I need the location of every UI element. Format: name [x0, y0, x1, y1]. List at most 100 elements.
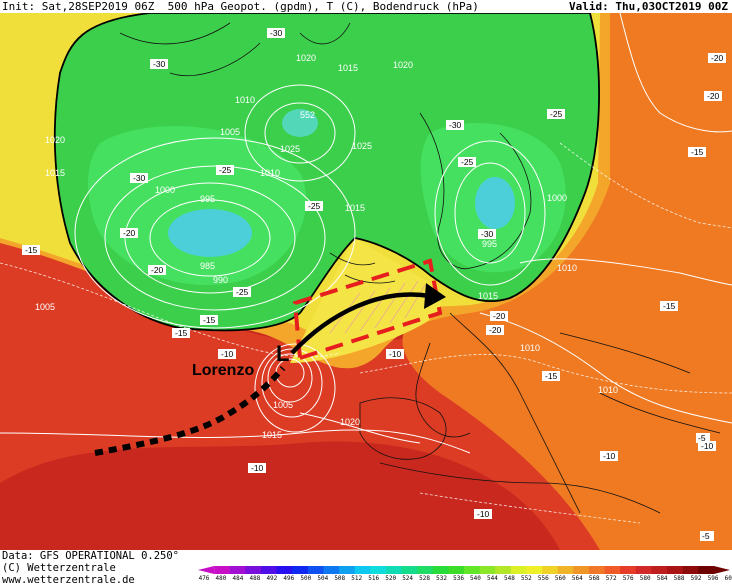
- map-svg: L Lorenzo 1020 1015 1010 1005 1000 995 9…: [0, 13, 732, 550]
- svg-text:-15: -15: [691, 147, 704, 157]
- contour-552: [53, 13, 600, 332]
- svg-text:-20: -20: [707, 91, 720, 101]
- colorbar-swatch: [245, 566, 262, 574]
- pressure-label: 1020: [45, 135, 65, 145]
- isobar-lorenzo-3: [261, 348, 323, 418]
- pressure-label: 995: [482, 239, 497, 249]
- colorbar-tick-label: 516: [368, 575, 380, 582]
- temp-box: -30: [446, 120, 464, 130]
- colorbar-tick-label: 584: [656, 575, 668, 582]
- temp-box: -5: [700, 531, 714, 541]
- colorbar-tick-label: 488: [249, 575, 261, 582]
- colorbar-tick-label: 572: [605, 575, 617, 582]
- isobar-995-east: [454, 162, 526, 264]
- colorbar-swatch: [557, 566, 574, 574]
- pressure-label: 1005: [220, 127, 240, 137]
- colorbar-swatch: [464, 566, 481, 574]
- colorbar-swatch: [260, 566, 278, 574]
- svg-text:-20: -20: [493, 311, 506, 321]
- svg-text:-25: -25: [461, 157, 474, 167]
- colorbar-tick-label: 568: [588, 575, 600, 582]
- coast-scandinavia: [419, 112, 532, 270]
- temp-box: -10: [600, 451, 618, 461]
- colorbar-swatch: [385, 566, 403, 574]
- colorbar-tick-label: 512: [351, 575, 363, 582]
- isobar-1020-south: [299, 412, 421, 444]
- temp-box: -15: [172, 328, 190, 338]
- colorbar-arrow-left: [198, 566, 215, 574]
- colorbar-tick-label: 480: [215, 575, 227, 582]
- valid-label: Valid: Thu,03OCT2019 00Z: [569, 0, 728, 13]
- temp-box: -15: [200, 315, 218, 325]
- svg-text:-20: -20: [489, 325, 502, 335]
- isobar-lorenzo-4: [254, 343, 336, 433]
- isobar-1020: [244, 84, 356, 182]
- storm-name: Lorenzo: [192, 362, 254, 379]
- colorbar-swatch: [307, 566, 324, 574]
- colorbar-arrow-right: [713, 566, 730, 574]
- temp-box: -15: [22, 245, 40, 255]
- colorbar-tick-label: 484: [232, 575, 244, 582]
- colorbar-tick-label: 520: [385, 575, 397, 582]
- colorbar-tick-label: 564: [571, 575, 583, 582]
- temp-box: -25: [233, 287, 251, 297]
- colorbar-tick-label: 596: [707, 575, 719, 582]
- svg-text:-30: -30: [449, 120, 462, 130]
- pressure-label: 1020: [296, 53, 316, 63]
- isobar-985: [149, 199, 271, 277]
- colorbar-tick-label: 532: [436, 575, 447, 582]
- colorbar-swatch: [604, 566, 621, 574]
- svg-text:-15: -15: [545, 371, 558, 381]
- svg-text:-10: -10: [477, 509, 490, 519]
- svg-text:-10: -10: [251, 463, 264, 473]
- svg-text:-30: -30: [481, 229, 494, 239]
- pressure-label: 1000: [155, 185, 175, 195]
- colorbar-swatch: [448, 566, 465, 574]
- colorbar-tick-label: 588: [673, 575, 685, 582]
- colorbar-tick-label: 548: [503, 575, 515, 582]
- colorbar-tick-label: 496: [283, 575, 295, 582]
- isobar-lorenzo-2: [267, 353, 313, 403]
- temp-box: -25: [305, 201, 323, 211]
- svg-text:-5: -5: [698, 433, 706, 443]
- colorbar-tick-label: 576: [622, 575, 634, 582]
- svg-text:-15: -15: [175, 328, 188, 338]
- svg-text:-25: -25: [219, 165, 232, 175]
- colorbar-swatch: [432, 566, 449, 574]
- pressure-label: 995: [200, 194, 215, 204]
- svg-text:-20: -20: [711, 53, 724, 63]
- cold-core-west: [168, 209, 252, 257]
- colorbar-tick-label: 504: [317, 575, 329, 582]
- colorbar-tick-label: 592: [690, 575, 702, 582]
- svg-text:-15: -15: [663, 301, 676, 311]
- colorbar-tick-label: 544: [487, 575, 498, 582]
- temp-box: -15: [660, 301, 678, 311]
- temp-box: -10: [474, 509, 492, 519]
- pressure-label: 1010: [557, 263, 577, 273]
- svg-text:-25: -25: [308, 201, 321, 211]
- temp-box: -25: [547, 109, 565, 119]
- colorbar-tick-label: 492: [266, 575, 278, 582]
- pressure-label: 1010: [260, 168, 280, 178]
- colorbar-swatch: [292, 566, 309, 574]
- colorbar-tick-label: 536: [453, 575, 464, 582]
- temperature-contours: [0, 142, 732, 524]
- isobar-1010-east: [519, 258, 732, 286]
- temp-box: -30: [130, 173, 148, 183]
- colorbar-swatch: [620, 566, 637, 574]
- colorbar-tick-label: 540: [470, 575, 481, 582]
- isobar-1000-east: [434, 140, 546, 286]
- temp-box: -20: [704, 91, 722, 101]
- pressure-label: 1015: [345, 203, 365, 213]
- temp-box: -15: [688, 147, 706, 157]
- coast-greenland: [119, 22, 351, 77]
- colorbar-swatch: [588, 566, 606, 574]
- pressure-label: 985: [200, 261, 215, 271]
- arrow-head: [424, 283, 446, 309]
- red-dashed-outline: [292, 258, 443, 361]
- pressure-label: 1015: [45, 168, 65, 178]
- temp-box: -30: [478, 229, 496, 239]
- chart-header: Init: Sat,28SEP2019 06Z 500 hPa Geopot. …: [0, 0, 732, 13]
- svg-text:-30: -30: [133, 173, 146, 183]
- colorbar-swatch: [526, 566, 543, 574]
